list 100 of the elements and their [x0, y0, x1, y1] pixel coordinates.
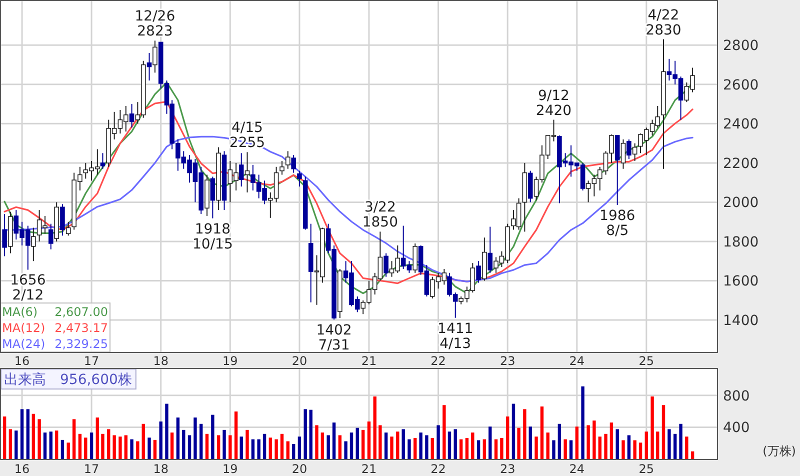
bar [124, 435, 128, 459]
bar [390, 436, 394, 459]
bar [558, 424, 562, 459]
bar [176, 418, 180, 459]
y-tick-label: 2200 [723, 156, 759, 172]
bar [2, 416, 6, 459]
bar [638, 442, 642, 459]
bar [170, 432, 174, 459]
y-tick-label: 1400 [723, 313, 759, 329]
bar [107, 429, 110, 459]
bar [84, 438, 88, 459]
bar [257, 439, 260, 459]
bar [668, 429, 671, 459]
annotation: 1918 10/15 [192, 221, 233, 252]
x-tick-label: 18 [153, 354, 168, 368]
bar [512, 404, 516, 459]
bar [627, 435, 631, 459]
bar [136, 441, 140, 459]
bar [540, 406, 544, 459]
x-tick-label: 16 [14, 462, 30, 476]
bar [66, 442, 70, 459]
candlestick [291, 154, 296, 174]
bar [656, 432, 660, 459]
candlestick [632, 142, 638, 162]
bar [690, 451, 694, 459]
bar [402, 429, 405, 459]
bar [506, 416, 510, 459]
candlestick [152, 40, 158, 74]
bar [246, 430, 249, 459]
x-tick-label: 22 [430, 462, 446, 476]
bar [38, 419, 41, 459]
bar [448, 432, 452, 459]
bar [367, 421, 371, 459]
bar [274, 439, 278, 459]
candlestick [146, 52, 152, 81]
bar [200, 424, 203, 459]
annotation: 1986 8/5 [600, 208, 636, 239]
candlestick [31, 227, 36, 262]
bar [304, 409, 307, 459]
bar [622, 440, 625, 459]
y-tick-label: 2600 [723, 77, 759, 94]
annotation: 4/22 2830 [646, 7, 682, 38]
bar [216, 435, 220, 459]
x-tick-label: 23 [500, 462, 516, 476]
bar [280, 434, 284, 459]
bar [142, 424, 145, 459]
bar [517, 428, 520, 459]
bar [101, 434, 104, 459]
bar [586, 425, 590, 459]
bar [43, 432, 47, 459]
annotation: 1656 2/12 [10, 272, 46, 304]
candlestick [210, 176, 216, 219]
x-tick-label: 20 [292, 462, 308, 476]
bar [384, 432, 388, 459]
candlestick [476, 260, 481, 284]
bar [14, 430, 18, 459]
annotation: 3/22 1850 [362, 200, 398, 231]
bar [396, 432, 400, 459]
bar [344, 441, 348, 459]
bar [194, 418, 197, 459]
bar [292, 444, 296, 459]
x-tick-label: 19 [222, 354, 238, 368]
bar [673, 434, 677, 459]
bar [240, 436, 243, 459]
bar [326, 435, 330, 459]
bar [465, 438, 469, 459]
x-tick-label: 19 [222, 462, 238, 476]
x-tick-label: 17 [84, 354, 100, 368]
bar [234, 411, 238, 459]
bar [633, 440, 636, 459]
candlestick [66, 221, 71, 236]
bar [32, 414, 36, 459]
bar [112, 435, 116, 459]
bar [298, 436, 302, 459]
bar [159, 421, 162, 459]
bar [338, 435, 342, 459]
bar [436, 425, 440, 459]
x-tick-label: 25 [638, 354, 654, 368]
bar [569, 440, 573, 459]
bar [408, 439, 411, 459]
bar [90, 432, 94, 459]
bar [685, 436, 688, 459]
bar [471, 432, 474, 459]
bar [205, 434, 209, 459]
annotation: 2,607.00 [54, 305, 108, 319]
bar [165, 404, 168, 459]
bar [49, 432, 52, 459]
x-tick-label: 23 [500, 354, 516, 368]
bar [8, 429, 12, 459]
x-tick-label: 22 [430, 354, 446, 368]
x-tick-label: 17 [84, 462, 100, 476]
bar [332, 422, 336, 459]
bar [592, 420, 596, 459]
x-tick-label: 24 [569, 462, 585, 476]
x-tick-label: 16 [14, 354, 30, 368]
bar [564, 439, 567, 459]
y-tick-label: 2000 [723, 195, 759, 212]
candlestick [2, 213, 7, 257]
candlestick [280, 160, 284, 176]
bar [72, 419, 76, 459]
